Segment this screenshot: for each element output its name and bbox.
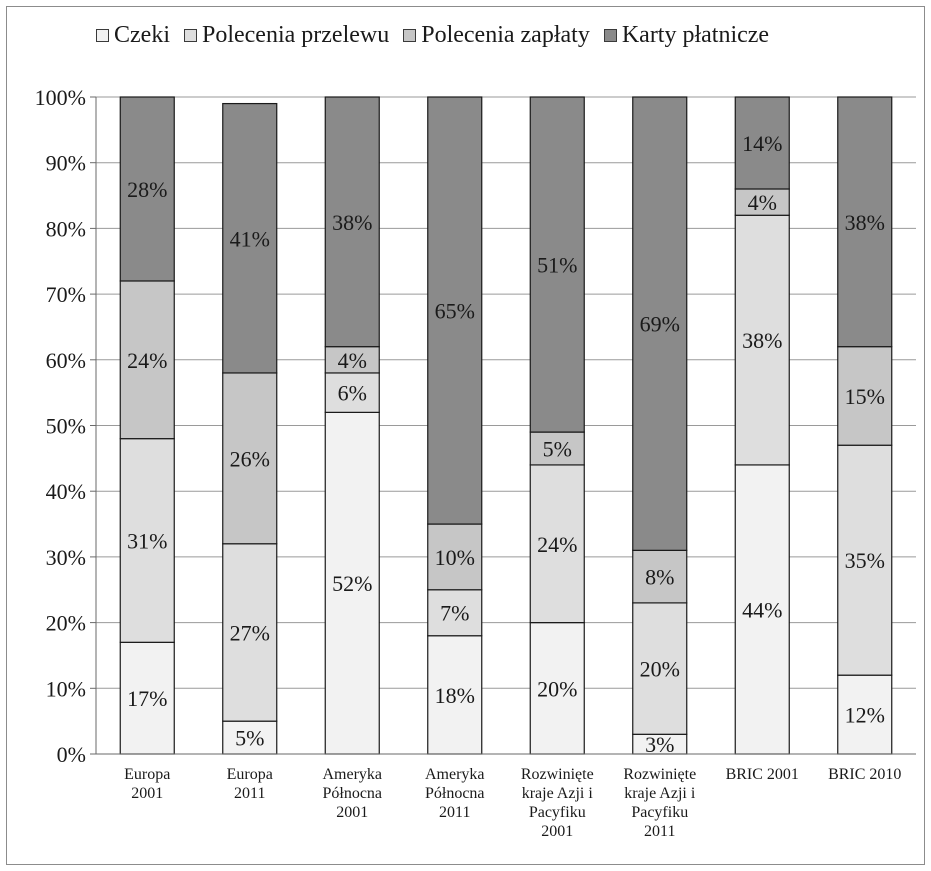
data-label: 65%	[435, 299, 475, 324]
bar-segment	[734, 96, 790, 190]
data-label: 5%	[235, 726, 264, 751]
y-tick-label: 20%	[46, 611, 86, 636]
bar-segment	[324, 372, 380, 413]
legend-label: Karty płatnicze	[621, 22, 770, 48]
bar-segment	[734, 188, 790, 216]
y-tick-label: 30%	[46, 545, 86, 570]
x-tick-label: Ameryka Północna 2001	[322, 766, 382, 821]
legend-label: Polecenia przelewu	[201, 22, 390, 48]
legend-swatch	[183, 29, 197, 42]
bar-segment	[529, 464, 585, 624]
data-label: 10%	[435, 545, 475, 570]
x-tick-label: BRIC 2001	[726, 766, 799, 783]
x-tick-label: Europa 2001	[124, 766, 170, 802]
data-label: 31%	[127, 528, 167, 553]
data-label: 17%	[127, 686, 167, 711]
bar-segment	[837, 444, 893, 676]
bar-segment	[427, 96, 483, 525]
data-label: 4%	[338, 348, 367, 373]
x-tick-label: Rozwinięte kraje Azji i Pacyfiku 2011	[623, 766, 696, 840]
bar-segment	[632, 549, 688, 604]
data-label: 8%	[645, 565, 674, 590]
x-tick-label: Ameryka Północna 2011	[425, 766, 485, 821]
data-label: 51%	[537, 253, 577, 278]
bar-segment	[119, 280, 175, 440]
data-label: 20%	[537, 676, 577, 701]
bar-segment	[119, 96, 175, 282]
y-tick-label: 10%	[46, 676, 86, 701]
legend-item: Karty płatnicze	[603, 22, 770, 49]
data-label: 44%	[742, 597, 782, 622]
bar-segment	[222, 102, 278, 374]
legend-label: Polecenia zapłaty	[421, 22, 590, 48]
bar-segment	[222, 372, 278, 545]
data-label: 69%	[640, 312, 680, 337]
data-label: 6%	[338, 381, 367, 406]
x-tick-label: Europa 2011	[227, 766, 273, 802]
bar-segment	[119, 438, 175, 643]
y-tick-label: 70%	[46, 282, 86, 307]
legend: Czeki Polecenia przelewu Polecenia zapłaty…	[96, 22, 783, 49]
bar-segment	[529, 96, 585, 433]
data-label: 28%	[127, 177, 167, 202]
bar-segment	[324, 96, 380, 348]
bar-segment	[324, 346, 380, 374]
data-label: 12%	[845, 703, 885, 728]
data-label: 26%	[230, 446, 270, 471]
data-label: 38%	[845, 210, 885, 235]
bar-segment	[119, 641, 175, 755]
bar-segment	[734, 214, 790, 466]
data-label: 18%	[435, 683, 475, 708]
legend-swatch	[603, 29, 617, 42]
y-tick-label: 50%	[46, 414, 86, 439]
data-label: 27%	[230, 620, 270, 645]
legend-item: Czeki	[96, 22, 170, 49]
data-label: 4%	[748, 190, 777, 215]
bar-segment	[529, 621, 585, 755]
bar-segment	[427, 635, 483, 755]
data-label: 35%	[845, 548, 885, 573]
bar-segment	[324, 411, 380, 755]
bar-segment	[529, 431, 585, 466]
y-tick-label: 80%	[46, 216, 86, 241]
legend-swatch	[96, 29, 109, 42]
legend-item: Polecenia przelewu	[183, 22, 390, 49]
data-label: 38%	[742, 328, 782, 353]
bar-segment	[427, 523, 483, 591]
bar-segment	[837, 96, 893, 348]
x-tick-label: Rozwinięte kraje Azji i Pacyfiku 2001	[521, 766, 594, 840]
legend-swatch	[403, 29, 417, 42]
y-tick-label: 100%	[35, 85, 86, 110]
data-label: 41%	[230, 226, 270, 251]
bar-segment	[837, 346, 893, 446]
legend-label: Czeki	[114, 22, 170, 48]
y-tick-label: 40%	[46, 479, 86, 504]
y-tick-label: 0%	[57, 742, 86, 767]
bar-segment	[632, 96, 688, 551]
x-tick-label: BRIC 2010	[828, 766, 901, 783]
data-label: 24%	[127, 348, 167, 373]
data-label: 38%	[332, 210, 372, 235]
bar-segment	[427, 589, 483, 637]
y-tick-label: 60%	[46, 348, 86, 373]
bar-segment	[632, 602, 688, 735]
data-label: 24%	[537, 532, 577, 557]
legend-item: Polecenia zapłaty	[403, 22, 590, 49]
data-label: 14%	[742, 131, 782, 156]
data-label: 3%	[645, 732, 674, 757]
data-label: 7%	[440, 601, 469, 626]
data-label: 15%	[845, 384, 885, 409]
y-tick-label: 90%	[46, 151, 86, 176]
data-label: 52%	[332, 571, 372, 596]
data-label: 5%	[543, 436, 572, 461]
data-label: 20%	[640, 657, 680, 682]
